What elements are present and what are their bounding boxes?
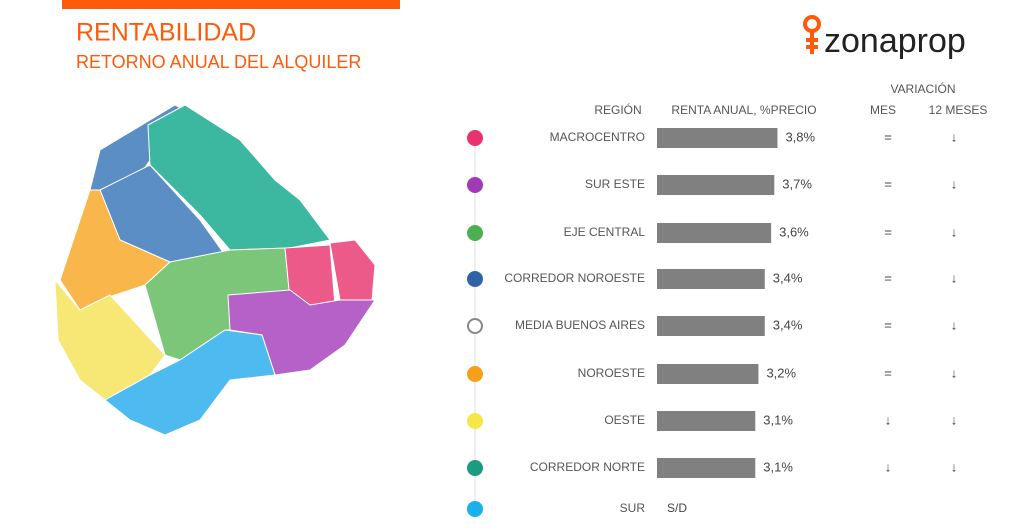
value-label: S/D: [667, 501, 687, 515]
title: RENTABILIDAD: [76, 19, 256, 47]
legend-dot: [467, 366, 483, 382]
value-label: 3,6%: [779, 224, 809, 239]
bar: [657, 223, 772, 243]
bar: [657, 458, 756, 478]
legend-dot: [467, 501, 483, 517]
column-group-header: VARIACIÓN: [890, 81, 955, 96]
accent-bar: [62, 0, 400, 9]
variation-year: ↓: [951, 176, 958, 191]
variation-month: ↓: [885, 459, 892, 474]
region: [104, 329, 276, 436]
region-name: SUR: [620, 501, 646, 515]
region-name: NOROESTE: [578, 366, 645, 380]
value-label: 3,8%: [785, 129, 815, 144]
logo-icon: [806, 31, 818, 54]
variation-month: =: [884, 317, 892, 332]
legend-dot: [467, 460, 483, 476]
region-name: MEDIA BUENOS AIRES: [515, 318, 645, 332]
variation-year: ↓: [951, 129, 958, 144]
bar: [657, 269, 765, 289]
column-header: REGIÓN: [594, 102, 641, 117]
logo: zonaprop: [803, 15, 966, 60]
column-header: MES: [870, 103, 896, 117]
subtitle: RETORNO ANUAL DEL ALQUILER: [76, 52, 361, 72]
region: [329, 239, 376, 301]
value-label: 3,4%: [773, 270, 803, 285]
variation-month: =: [884, 176, 892, 191]
variation-year: ↓: [951, 317, 958, 332]
variation-year: ↓: [951, 412, 958, 427]
bar: [657, 128, 778, 148]
variation-month: =: [884, 224, 892, 239]
value-label: 3,1%: [763, 459, 793, 474]
value-label: 3,4%: [773, 317, 803, 332]
legend-dot: [467, 225, 483, 241]
value-label: 3,7%: [782, 176, 812, 191]
bar: [657, 411, 756, 431]
region-name: OESTE: [604, 413, 645, 427]
variation-year: ↓: [951, 224, 958, 239]
variation-month: ↓: [885, 412, 892, 427]
variation-year: ↓: [951, 365, 958, 380]
logo-text: zonaprop: [824, 22, 966, 60]
bar: [657, 364, 759, 384]
bar: [657, 175, 775, 195]
variation-month: =: [884, 365, 892, 380]
value-label: 3,2%: [766, 365, 796, 380]
legend-dot: [467, 130, 483, 146]
map: [54, 104, 376, 436]
region-name: CORREDOR NORTE: [530, 460, 645, 474]
variation-month: =: [884, 270, 892, 285]
column-header: RENTA ANUAL, %PRECIO: [671, 103, 816, 117]
variation-year: ↓: [951, 459, 958, 474]
bar: [657, 316, 765, 336]
legend-dot: [467, 271, 483, 287]
region-name: EJE CENTRAL: [564, 225, 646, 239]
region-name: SUR ESTE: [585, 177, 645, 191]
variation-month: =: [884, 129, 892, 144]
value-label: 3,1%: [763, 412, 793, 427]
region: [147, 104, 331, 251]
legend-dot: [467, 413, 483, 429]
region-name: CORREDOR NOROESTE: [504, 271, 645, 285]
logo-icon: [803, 15, 821, 33]
legend-dot: [467, 318, 483, 334]
variation-year: ↓: [951, 270, 958, 285]
column-header: 12 MESES: [929, 103, 988, 117]
legend-dot: [467, 177, 483, 193]
region-name: MACROCENTRO: [550, 130, 645, 144]
